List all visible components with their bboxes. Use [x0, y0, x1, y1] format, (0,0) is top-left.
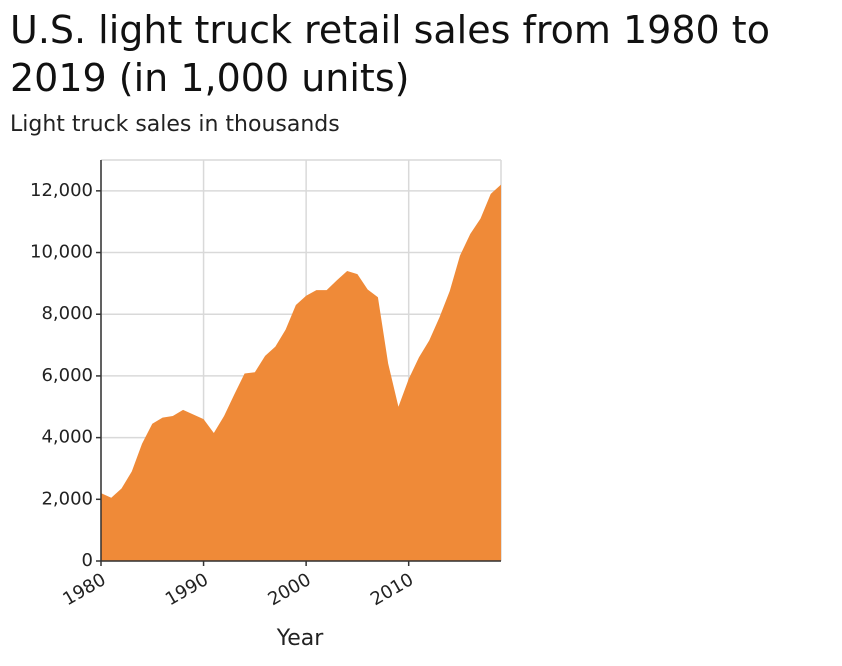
x-tick-label: 2010 — [367, 569, 417, 610]
area-series — [101, 184, 501, 561]
x-tick-label: 1980 — [59, 569, 109, 610]
x-tick-label: 2000 — [264, 569, 314, 610]
y-tick-label: 12,000 — [30, 180, 93, 201]
y-tick-label: 10,000 — [30, 242, 93, 263]
y-tick-label: 6,000 — [41, 365, 93, 386]
x-tick-label: 1990 — [162, 569, 212, 610]
y-tick-label: 0 — [82, 550, 93, 571]
chart-title: U.S. light truck retail sales from 1980 … — [10, 8, 770, 100]
y-tick-label: 2,000 — [41, 488, 93, 509]
y-tick-label: 4,000 — [41, 427, 93, 448]
x-axis-label: Year — [276, 626, 324, 651]
y-axis-label: Light truck sales in thousands — [10, 112, 340, 137]
y-tick-label: 8,000 — [41, 303, 93, 324]
